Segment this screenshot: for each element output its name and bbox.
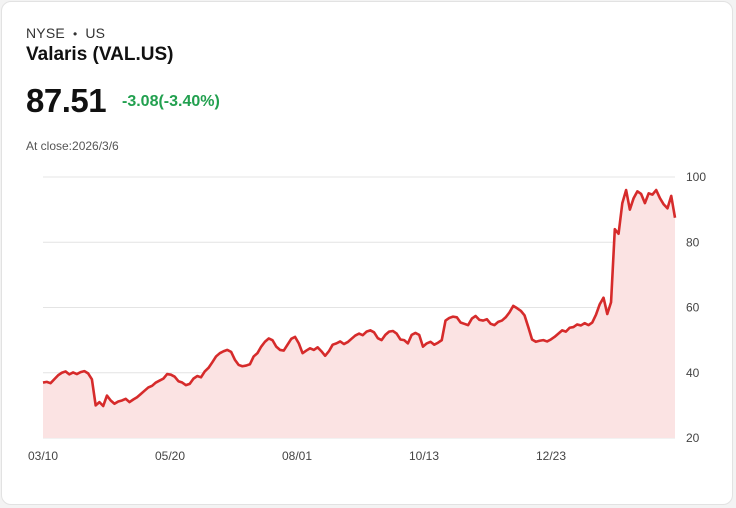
- stock-name: Valaris (VAL.US): [26, 44, 174, 65]
- x-tick-label: 05/20: [155, 449, 185, 463]
- exchange-label: NYSE: [26, 25, 65, 41]
- close-date: At close:2026/3/6: [26, 139, 119, 153]
- y-tick-label: 40: [686, 366, 700, 380]
- y-tick-label: 80: [686, 235, 700, 249]
- x-tick-label: 08/01: [282, 449, 312, 463]
- price-area-fill: [43, 190, 675, 438]
- y-tick-label: 60: [686, 301, 700, 315]
- x-tick-label: 10/13: [409, 449, 439, 463]
- price-line: [42, 188, 677, 408]
- x-axis-ticks: 03/10 05/20 08/01 10/13 12/23: [28, 449, 566, 463]
- x-tick-label: 03/10: [28, 449, 58, 463]
- y-tick-label: 20: [686, 431, 700, 445]
- separator-dot: •: [72, 27, 78, 41]
- price-change: -3.08(-3.40%): [122, 93, 220, 110]
- market-label: US: [85, 25, 106, 41]
- exchange-line: NYSE • US: [26, 25, 105, 41]
- y-tick-label: 100: [686, 170, 706, 184]
- last-price: 87.51: [26, 82, 107, 119]
- y-axis-ticks: 20 40 60 80 100: [686, 170, 706, 445]
- x-tick-label: 12/23: [536, 449, 566, 463]
